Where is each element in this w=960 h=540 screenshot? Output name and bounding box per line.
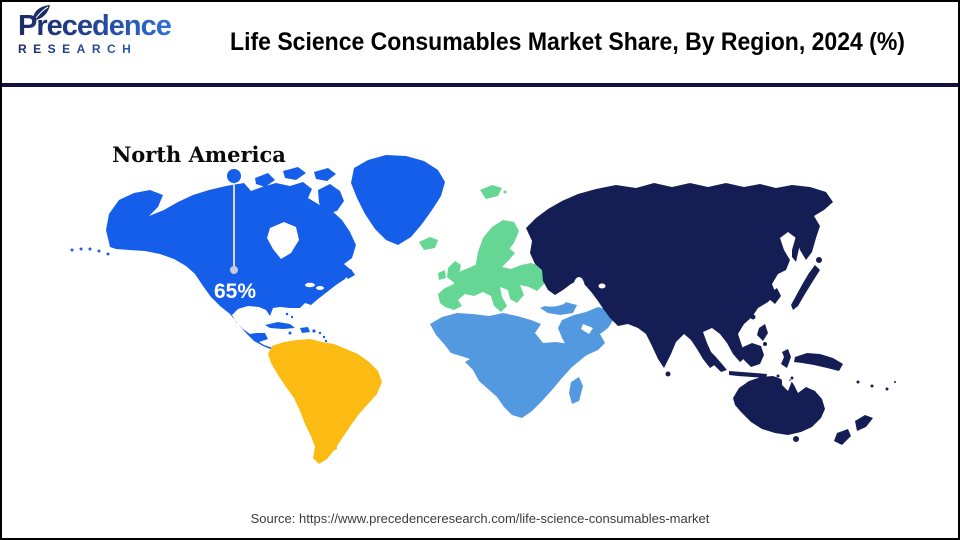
callout-value-label: 65% bbox=[214, 280, 256, 303]
sumatra bbox=[699, 343, 727, 372]
hudson-bay bbox=[267, 222, 299, 259]
australia bbox=[733, 376, 825, 435]
persian-gulf bbox=[581, 324, 593, 334]
gulf-of-carpentaria bbox=[782, 379, 792, 391]
great-britain bbox=[447, 261, 461, 282]
asia-mainland bbox=[526, 183, 833, 368]
sea-overlays bbox=[267, 222, 792, 391]
borneo bbox=[741, 343, 764, 367]
source-citation: Source: https://www.precedenceresearch.c… bbox=[250, 511, 710, 526]
japan bbox=[791, 265, 820, 310]
svalbard bbox=[480, 185, 502, 199]
europe-mainland bbox=[438, 248, 545, 312]
callout-anchor-dot bbox=[227, 169, 241, 183]
leaf-icon bbox=[33, 5, 50, 20]
black-sea bbox=[536, 295, 566, 307]
scandinavia bbox=[475, 220, 519, 279]
new-zealand-north bbox=[855, 415, 873, 431]
figure-title: Life Science Consumables Market Share, B… bbox=[230, 28, 905, 56]
region-north-america bbox=[70, 155, 445, 359]
sakhalin bbox=[792, 236, 800, 262]
south-america-mainland bbox=[268, 339, 382, 464]
hainan bbox=[733, 325, 737, 329]
brand-name: Precedence bbox=[18, 10, 172, 42]
callout-end-dot bbox=[230, 266, 238, 274]
region-asia-pacific bbox=[526, 183, 896, 445]
newfoundland bbox=[343, 269, 355, 279]
hispaniola bbox=[300, 327, 310, 333]
region-callout: North America 65% bbox=[112, 142, 286, 303]
header: Precedence RESEARCH Life Science Consuma… bbox=[2, 2, 958, 83]
new-guinea bbox=[794, 353, 843, 371]
aral-sea bbox=[598, 283, 606, 289]
iceland bbox=[419, 237, 438, 250]
sulawesi bbox=[781, 349, 791, 368]
madagascar bbox=[569, 377, 583, 404]
arabia-iran bbox=[558, 307, 614, 360]
region-south-america bbox=[268, 339, 382, 464]
ireland bbox=[438, 270, 446, 280]
java bbox=[729, 371, 767, 378]
taiwan bbox=[750, 314, 756, 320]
falkland-islands bbox=[333, 446, 337, 450]
greenland bbox=[351, 155, 445, 245]
philippines bbox=[757, 324, 768, 341]
korea bbox=[769, 288, 781, 304]
region-middle-east-africa bbox=[430, 302, 614, 418]
brand-logo: Precedence RESEARCH bbox=[18, 5, 188, 55]
header-divider bbox=[2, 83, 958, 87]
brand-subtitle: RESEARCH bbox=[18, 43, 188, 55]
region-europe bbox=[419, 185, 545, 312]
africa-mainland bbox=[430, 313, 593, 418]
sri-lanka bbox=[665, 371, 671, 377]
great-lakes bbox=[305, 282, 315, 288]
caspian-sea bbox=[573, 277, 585, 301]
new-zealand-south bbox=[834, 429, 851, 445]
cuba bbox=[265, 322, 295, 329]
hokkaido bbox=[816, 257, 822, 263]
tasmania bbox=[793, 436, 799, 442]
callout-region-label: North America bbox=[112, 142, 286, 167]
baffin-island bbox=[318, 184, 344, 214]
